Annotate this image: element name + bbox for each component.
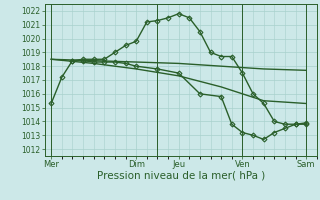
X-axis label: Pression niveau de la mer( hPa ): Pression niveau de la mer( hPa ): [97, 171, 265, 181]
